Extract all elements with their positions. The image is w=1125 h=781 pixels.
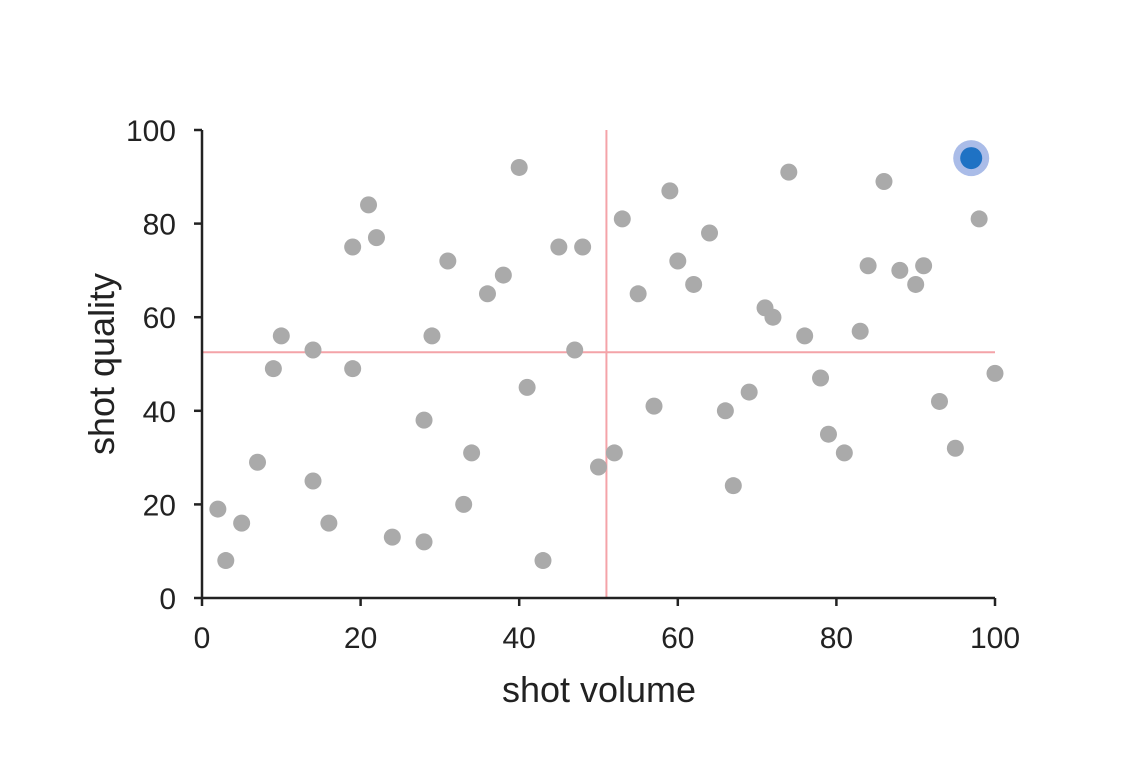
x-tick-label: 0 [194, 622, 211, 655]
data-point [764, 308, 782, 326]
data-point [740, 383, 758, 401]
data-point [344, 360, 362, 378]
data-point [915, 257, 933, 275]
data-point [233, 514, 251, 532]
data-point [796, 327, 814, 345]
data-point [946, 439, 964, 457]
data-point [264, 360, 282, 378]
data-point [304, 341, 322, 359]
data-point [439, 252, 457, 270]
data-point [344, 238, 362, 256]
data-point [930, 392, 948, 410]
data-point [661, 182, 679, 200]
x-tick-label: 20 [344, 622, 377, 655]
data-point [360, 196, 378, 214]
highlight-point [960, 147, 983, 170]
data-point [534, 552, 552, 570]
data-point [478, 285, 496, 303]
axes: 0 20 40 60 80 100 0 20 40 60 80 100 [126, 115, 1020, 655]
y-tick-label: 100 [126, 115, 176, 148]
data-point [383, 528, 401, 546]
x-axis-title: shot volume [502, 669, 696, 710]
data-point [367, 229, 385, 247]
x-tick-label: 80 [820, 622, 853, 655]
data-point [566, 341, 584, 359]
data-point [550, 238, 568, 256]
data-point [415, 533, 433, 551]
data-point [685, 275, 703, 293]
data-point [701, 224, 719, 242]
data-point [304, 472, 322, 490]
data-point [851, 322, 869, 340]
data-point [463, 444, 481, 462]
y-axis-ticks: 0 20 40 60 80 100 [126, 115, 202, 616]
data-point [209, 500, 227, 518]
data-point [272, 327, 290, 345]
data-point [455, 495, 473, 513]
x-tick-label: 100 [970, 622, 1020, 655]
data-point [605, 444, 623, 462]
data-point [669, 252, 687, 270]
data-point [320, 514, 338, 532]
data-point [859, 257, 877, 275]
data-point [716, 402, 734, 420]
x-tick-label: 60 [661, 622, 694, 655]
data-point [986, 364, 1004, 382]
data-point [590, 458, 607, 476]
data-point [835, 444, 853, 462]
data-point [423, 327, 441, 345]
x-axis-ticks: 0 20 40 60 80 100 [194, 598, 1020, 655]
data-point [891, 261, 909, 279]
data-point [415, 411, 433, 429]
reference-lines [202, 130, 995, 598]
data-point [518, 378, 536, 396]
data-point [217, 552, 235, 570]
data-point [645, 397, 663, 415]
data-point [970, 210, 988, 228]
data-point [819, 425, 837, 443]
data-point [494, 266, 512, 284]
data-point [249, 453, 267, 471]
y-tick-label: 80 [143, 209, 176, 242]
x-tick-label: 40 [503, 622, 536, 655]
data-point [907, 275, 925, 293]
data-point [875, 172, 893, 190]
data-point [613, 210, 631, 228]
y-tick-label: 0 [159, 583, 176, 616]
y-axis-title: shot quality [81, 273, 122, 455]
data-points [209, 140, 1004, 570]
y-tick-label: 60 [143, 302, 176, 335]
data-point [724, 477, 742, 495]
data-point [780, 163, 798, 181]
data-point [629, 285, 647, 303]
data-point [574, 238, 592, 256]
data-point [812, 369, 830, 387]
data-point [510, 158, 528, 176]
y-tick-label: 20 [143, 489, 176, 522]
y-tick-label: 40 [143, 396, 176, 429]
